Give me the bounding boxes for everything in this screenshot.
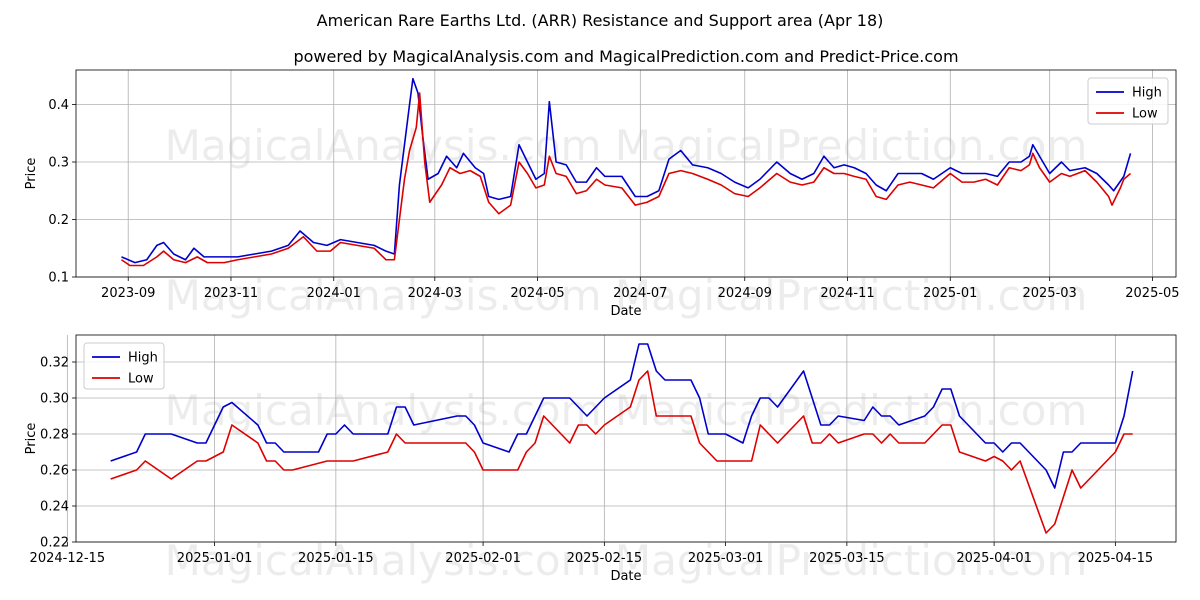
x-tick-label: 2025-03-01 (688, 551, 764, 566)
x-tick-label: 2023-11 (204, 286, 258, 301)
plot-frame (75, 69, 1177, 278)
legend-label-high: High (128, 351, 158, 366)
x-tick-label: 2025-01 (923, 286, 977, 301)
y-tick-label: 0.28 (40, 428, 69, 443)
chart-title: American Rare Earths Ltd. (ARR) Resistan… (317, 11, 884, 30)
x-tick-label: 2025-01-01 (177, 551, 253, 566)
legend-label-low: Low (128, 372, 154, 387)
x-tick-label: 2025-02-15 (567, 551, 643, 566)
y-tick-label: 0.30 (40, 392, 69, 407)
bottom-panel: MagicalAnalysis.com MagicalPrediction.co… (24, 334, 1177, 585)
plot-frame (75, 334, 1177, 543)
y-tick-label: 0.4 (48, 98, 69, 113)
y-tick-label: 0.32 (40, 356, 69, 371)
x-tick-label: 2024-11 (820, 286, 874, 301)
watermark: MagicalAnalysis.com MagicalPrediction.co… (165, 536, 1088, 585)
legend-label-low: Low (1132, 107, 1158, 122)
y-tick-label: 0.2 (48, 213, 69, 228)
x-axis-label: Date (610, 569, 641, 584)
y-tick-label: 0.26 (40, 464, 69, 479)
y-tick-label: 0.3 (48, 156, 69, 171)
x-tick-label: 2025-01-15 (298, 551, 374, 566)
legend-label-high: High (1132, 86, 1162, 101)
x-tick-label: 2024-12-15 (30, 551, 106, 566)
x-axis-label: Date (610, 304, 641, 319)
y-tick-label: 0.24 (40, 500, 69, 515)
y-tick-label: 0.1 (48, 271, 69, 286)
y-tick-label: 0.22 (40, 536, 69, 551)
x-tick-label: 2024-05 (510, 286, 564, 301)
watermark: MagicalAnalysis.com MagicalPrediction.co… (165, 271, 1088, 320)
legend: High Low (1087, 77, 1169, 125)
x-tick-label: 2025-04-01 (956, 551, 1032, 566)
x-tick-label: 2024-03 (408, 286, 462, 301)
x-tick-label: 2025-04-15 (1078, 551, 1154, 566)
x-tick-label: 2025-05 (1125, 286, 1179, 301)
series-line-high (110, 343, 1134, 489)
x-tick-label: 2025-03 (1022, 286, 1076, 301)
x-tick-label: 2023-09 (101, 286, 155, 301)
x-tick-label: 2024-07 (613, 286, 667, 301)
series-line-low (110, 370, 1133, 534)
legend: High Low (83, 342, 165, 390)
series-line-high (121, 77, 1132, 264)
y-axis-label: Price (24, 158, 39, 190)
y-axis-label: Price (24, 423, 39, 455)
watermark: MagicalAnalysis.com MagicalPrediction.co… (165, 121, 1088, 170)
x-tick-label: 2024-09 (718, 286, 772, 301)
x-tick-label: 2025-02-01 (445, 551, 521, 566)
top-panel: MagicalAnalysis.com MagicalPrediction.co… (24, 69, 1180, 320)
x-tick-label: 2025-03-15 (809, 551, 885, 566)
series-line-low (121, 92, 1132, 267)
chart-subtitle: powered by MagicalAnalysis.com and Magic… (293, 47, 958, 66)
x-tick-label: 2024-01 (307, 286, 361, 301)
